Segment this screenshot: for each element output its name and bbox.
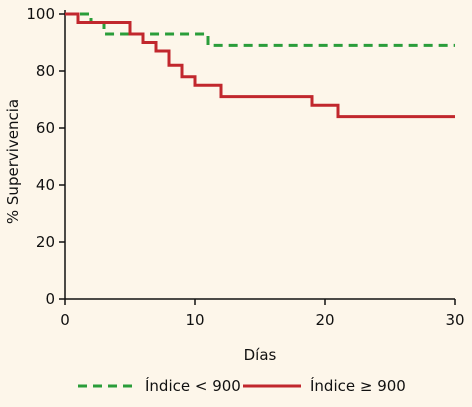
y-tick-label: 80	[36, 62, 55, 80]
x-tick-label: 30	[445, 311, 464, 329]
y-axis-label: % Supervivencia	[4, 99, 22, 224]
y-tick-label: 40	[36, 176, 55, 194]
legend-label-indice-mayor-900: Índice ≥ 900	[310, 376, 406, 395]
x-tick-label: 0	[60, 311, 70, 329]
x-tick-label: 10	[185, 311, 204, 329]
x-axis-label: Días	[244, 346, 277, 364]
tick-group: 0 20 40 60 80 100 0 10 20 30	[26, 5, 464, 329]
series-line-1	[65, 12, 455, 119]
y-tick-label: 60	[36, 119, 55, 137]
series-group	[65, 12, 455, 119]
legend-label-indice-menor-900: Índice < 900	[145, 376, 241, 395]
y-tick-label: 20	[36, 233, 55, 251]
legend: Índice < 900 Índice ≥ 900	[78, 376, 406, 395]
axes	[64, 10, 455, 300]
y-tick-label: 0	[45, 290, 55, 308]
y-tick-label: 100	[26, 5, 55, 23]
series-line-0	[65, 12, 455, 47]
x-tick-label: 20	[315, 311, 334, 329]
